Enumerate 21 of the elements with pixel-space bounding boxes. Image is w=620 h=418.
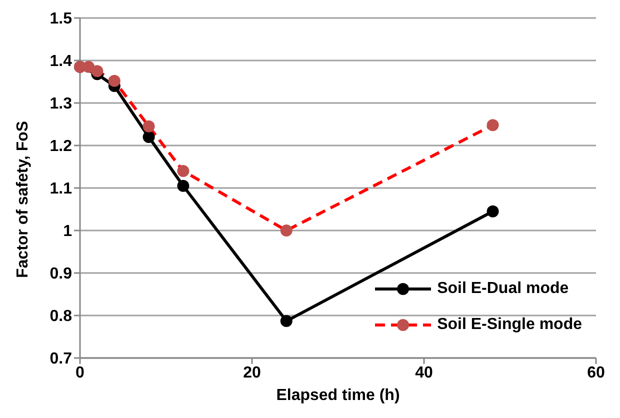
point — [142, 131, 155, 143]
y-tick-label: 1.1 — [50, 180, 72, 198]
point — [280, 315, 292, 328]
y-axis-title: Factor of safety, FoS — [14, 120, 32, 278]
point — [177, 180, 190, 192]
y-tick-label: 1.3 — [50, 96, 72, 113]
y-tick-label: 0.8 — [50, 308, 72, 326]
y-tick-label: 1.4 — [50, 53, 72, 70]
x-tick-label: 40 — [415, 364, 433, 382]
point — [486, 205, 499, 218]
y-tick-label: 1 — [63, 223, 72, 240]
y-tick-label: 0.9 — [50, 266, 72, 283]
legend-label: Soil E-Dual mode — [437, 280, 569, 298]
x-tick-label: 20 — [243, 364, 261, 382]
y-tick-label: 0.7 — [50, 350, 72, 368]
legend-label: Soil E-Single mode — [437, 316, 582, 334]
x-axis-title: Elapsed time (h) — [276, 387, 400, 404]
x-tick-label: 0 — [76, 364, 85, 382]
y-tick-label: 1.2 — [50, 138, 72, 156]
y-tick-label: 1.5 — [50, 10, 72, 28]
x-tick-label: 60 — [587, 364, 605, 382]
